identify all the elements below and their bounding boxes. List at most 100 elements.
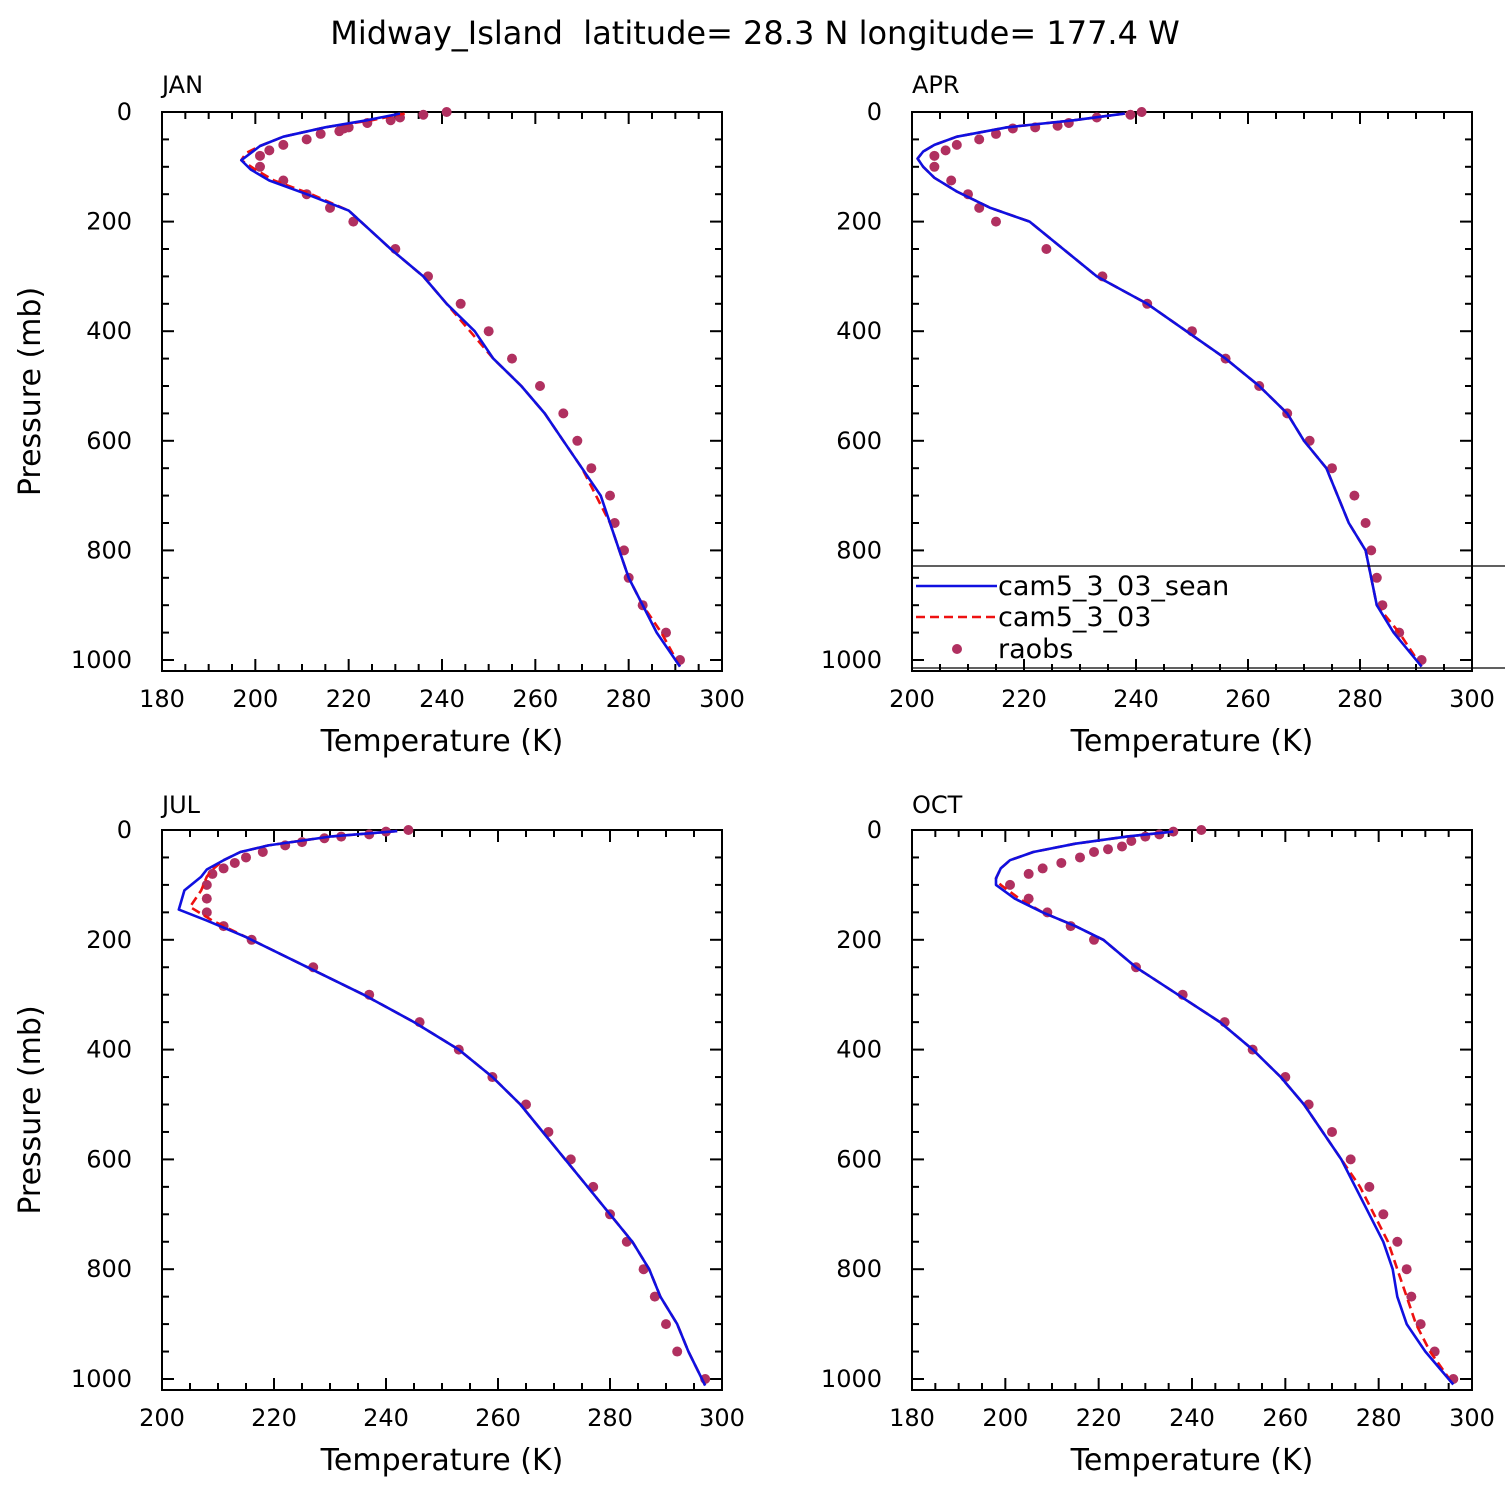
y-tick-label: 200: [86, 926, 132, 954]
raobs-point: [991, 216, 1001, 227]
y-tick-label: 400: [836, 1036, 882, 1064]
x-tick-label: 300: [699, 1404, 745, 1432]
raobs-point: [1364, 1181, 1375, 1192]
raobs-point: [255, 161, 265, 172]
raobs-point: [974, 134, 985, 145]
raobs-point: [403, 825, 414, 835]
raobs-point: [991, 128, 1001, 139]
raobs-point: [1406, 1291, 1417, 1302]
raobs-point: [1023, 893, 1034, 904]
raobs-point: [255, 150, 265, 161]
raobs-point: [264, 145, 275, 156]
y-tick-label: 800: [86, 536, 132, 564]
raobs-point: [535, 381, 545, 391]
x-tick-label: 300: [699, 685, 745, 713]
y-tick-label: 600: [836, 1145, 882, 1173]
raobs-point: [241, 852, 251, 863]
raobs-point: [1196, 825, 1207, 835]
raobs-point: [315, 128, 326, 139]
x-tick-label: 220: [1076, 1404, 1122, 1432]
raobs-point: [638, 1264, 649, 1275]
raobs-point: [1117, 841, 1127, 852]
x-tick-label: 200: [982, 1404, 1028, 1432]
raobs-point: [661, 1319, 671, 1330]
x-tick-label: 220: [326, 685, 372, 713]
x-tick-label: 220: [1001, 685, 1047, 713]
y-tick-label: 0: [117, 816, 132, 844]
x-tick-label: 260: [1225, 685, 1271, 713]
raobs-point: [207, 868, 218, 879]
raobs-point: [1349, 490, 1360, 501]
raobs-point: [946, 175, 957, 186]
y-tick-label: 400: [836, 317, 882, 345]
raobs-point: [455, 298, 466, 309]
raobs-point: [201, 879, 212, 890]
y-tick-label: 600: [86, 1145, 132, 1173]
x-tick-label: 260: [512, 685, 558, 713]
plot-frame: [161, 829, 723, 1391]
x-tick-label: 240: [1169, 1404, 1215, 1432]
raobs-point: [1126, 835, 1137, 846]
cam5-3-03-sean-line: [916, 112, 1423, 668]
raobs-point: [257, 846, 268, 857]
y-tick-label: 1000: [821, 646, 882, 674]
x-axis-label: Temperature (K): [320, 724, 564, 759]
raobs-point: [1023, 868, 1034, 879]
raobs-point: [483, 326, 494, 337]
raobs-point: [572, 435, 583, 446]
x-tick-label: 280: [606, 685, 652, 713]
x-tick-label: 300: [1449, 685, 1495, 713]
raobs-point: [1327, 463, 1337, 474]
raobs-point: [951, 139, 962, 150]
x-tick-label: 280: [1337, 685, 1383, 713]
raobs-point: [278, 139, 289, 150]
y-tick-label: 200: [836, 926, 882, 954]
x-axis-label: Temperature (K): [1070, 724, 1314, 759]
legend-raobs-swatch: [952, 644, 962, 654]
panel-label: JAN: [160, 71, 203, 99]
figure-title: Midway_Island latitude= 28.3 N longitude…: [330, 14, 1180, 52]
raobs-point: [1366, 545, 1377, 556]
raobs-point: [1392, 1236, 1403, 1247]
x-tick-label: 280: [1356, 1404, 1402, 1432]
raobs-point: [1360, 518, 1371, 528]
raobs-point: [558, 408, 569, 419]
x-tick-label: 180: [139, 685, 185, 713]
x-tick-label: 200: [139, 1404, 185, 1432]
x-tick-label: 200: [889, 685, 935, 713]
y-axis-label: Pressure (mb): [13, 1005, 48, 1214]
raobs-point: [1089, 846, 1099, 857]
plot-frame: [161, 111, 723, 672]
raobs-point: [201, 907, 212, 918]
raobs-point: [1371, 572, 1382, 583]
raobs-point: [334, 126, 345, 137]
y-tick-label: 200: [836, 208, 882, 236]
panel-label: APR: [912, 71, 960, 99]
raobs-point: [1103, 844, 1113, 855]
raobs-point: [1168, 826, 1179, 837]
y-tick-label: 800: [836, 536, 882, 564]
x-tick-label: 220: [251, 1404, 297, 1432]
raobs-point: [649, 1291, 660, 1302]
y-axis-label: Pressure (mb): [13, 287, 48, 496]
raobs-point: [1075, 852, 1085, 863]
y-tick-label: 600: [836, 427, 882, 455]
plot-frame: [911, 829, 1473, 1391]
x-tick-label: 260: [475, 1404, 521, 1432]
raobs-point: [418, 109, 429, 120]
raobs-point: [1136, 107, 1147, 117]
x-tick-label: 240: [419, 685, 465, 713]
legend-label: cam5_3_03_sean: [998, 571, 1229, 602]
raobs-point: [672, 1346, 683, 1357]
raobs-point: [1378, 1209, 1389, 1220]
x-axis-label: Temperature (K): [1070, 1443, 1314, 1478]
x-tick-label: 280: [587, 1404, 633, 1432]
y-tick-label: 0: [117, 98, 132, 126]
x-tick-label: 180: [889, 1404, 935, 1432]
